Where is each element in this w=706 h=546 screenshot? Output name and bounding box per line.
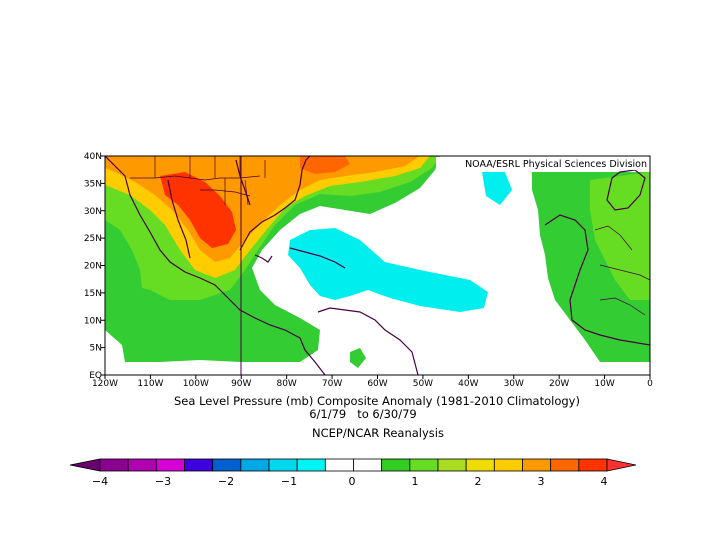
anomaly-region-red <box>160 172 236 248</box>
lat-tick-label: EQ <box>89 371 102 381</box>
lon-tick-label: 0 <box>647 379 653 389</box>
map-title-line1: Sea Level Pressure (mb) Composite Anomal… <box>174 394 580 408</box>
colorbar-arrow-right <box>606 458 637 472</box>
colorbar-labels: −4 −3 −2 −1 0 1 2 3 4 <box>92 475 608 488</box>
map-panel <box>105 156 650 375</box>
lon-tick-label: 110W <box>137 379 163 389</box>
lon-tick-label: 100W <box>183 379 209 389</box>
anomaly-region-plus2-east <box>590 172 650 300</box>
anomaly-region-plus2-gulf <box>140 265 172 292</box>
lon-tick-label: 70W <box>322 379 342 389</box>
colorbar-label: −1 <box>281 475 297 488</box>
anomaly-region-minus1-caribbean <box>288 228 488 312</box>
colorbar-swatch <box>324 458 354 472</box>
lon-tick-label: 20W <box>549 379 569 389</box>
lon-tick-label: 50W <box>413 379 433 389</box>
lon-tick-label: 60W <box>367 379 387 389</box>
lon-tick-label: 30W <box>504 379 524 389</box>
colorbar-swatch <box>296 458 326 472</box>
colorbar-swatch <box>493 458 523 472</box>
colorbar-swatch <box>184 458 214 472</box>
lat-tick-label: 10N <box>84 316 102 326</box>
anomaly-region-plus1-spot <box>350 348 366 368</box>
lon-tick-label: 90W <box>231 379 251 389</box>
map-title-line3: NCEP/NCAR Reanalysis <box>312 426 444 440</box>
colorbar-swatch <box>522 458 552 472</box>
lat-tick-label: 35N <box>84 179 102 189</box>
colorbar-label: −2 <box>218 475 234 488</box>
anomaly-region-red-north <box>300 156 350 174</box>
lon-tick-label: 10W <box>594 379 614 389</box>
colorbar-label: 0 <box>349 475 356 488</box>
political-borders <box>130 156 650 316</box>
lon-tick-label: 40W <box>458 379 478 389</box>
lat-tick-label: 25N <box>84 234 102 244</box>
colorbar-swatch <box>99 458 129 472</box>
lat-tick-label: 15N <box>84 289 102 299</box>
map-title-line2: 6/1/79 to 6/30/79 <box>309 407 417 421</box>
colorbar-swatch <box>155 458 185 472</box>
colorbar-swatch <box>465 458 495 472</box>
colorbar-label: −3 <box>155 475 171 488</box>
colorbar-label: 2 <box>475 475 482 488</box>
anomaly-region-minus1-north <box>482 172 512 205</box>
colorbar-swatch <box>240 458 270 472</box>
colorbar <box>69 458 637 472</box>
colorbar-label: −4 <box>92 475 108 488</box>
credit-box: NOAA/ESRL Physical Sciences Division <box>436 157 649 170</box>
colorbar-swatch <box>268 458 298 472</box>
colorbar-label: 3 <box>538 475 545 488</box>
colorbar-swatch <box>212 458 242 472</box>
colorbar-swatch <box>437 458 467 472</box>
colorbar-swatch <box>409 458 439 472</box>
latitude-axis: EQ 5N 10N 15N 20N 25N 30N 35N 40N <box>84 152 105 381</box>
lat-tick-label: 40N <box>84 152 102 162</box>
lat-tick-label: 30N <box>84 207 102 217</box>
lat-tick-label: 5N <box>90 344 102 354</box>
colorbar-swatch <box>381 458 411 472</box>
colorbar-label: 4 <box>601 475 608 488</box>
coastlines <box>105 156 650 375</box>
colorbar-label: 1 <box>412 475 419 488</box>
lat-tick-label: 20N <box>84 262 102 272</box>
colorbar-swatch <box>353 458 383 472</box>
longitude-axis: 120W 110W 100W 90W 80W 70W 60W 50W 40W 30W 20W 10W 0 <box>92 375 653 389</box>
lon-tick-label: 120W <box>92 379 118 389</box>
colorbar-swatch <box>550 458 580 472</box>
colorbar-swatch <box>578 458 608 472</box>
lon-tick-label: 80W <box>276 379 296 389</box>
colorbar-arrow-left <box>69 458 101 472</box>
credit-text: NOAA/ESRL Physical Sciences Division <box>465 159 647 170</box>
colorbar-swatch <box>127 458 157 472</box>
